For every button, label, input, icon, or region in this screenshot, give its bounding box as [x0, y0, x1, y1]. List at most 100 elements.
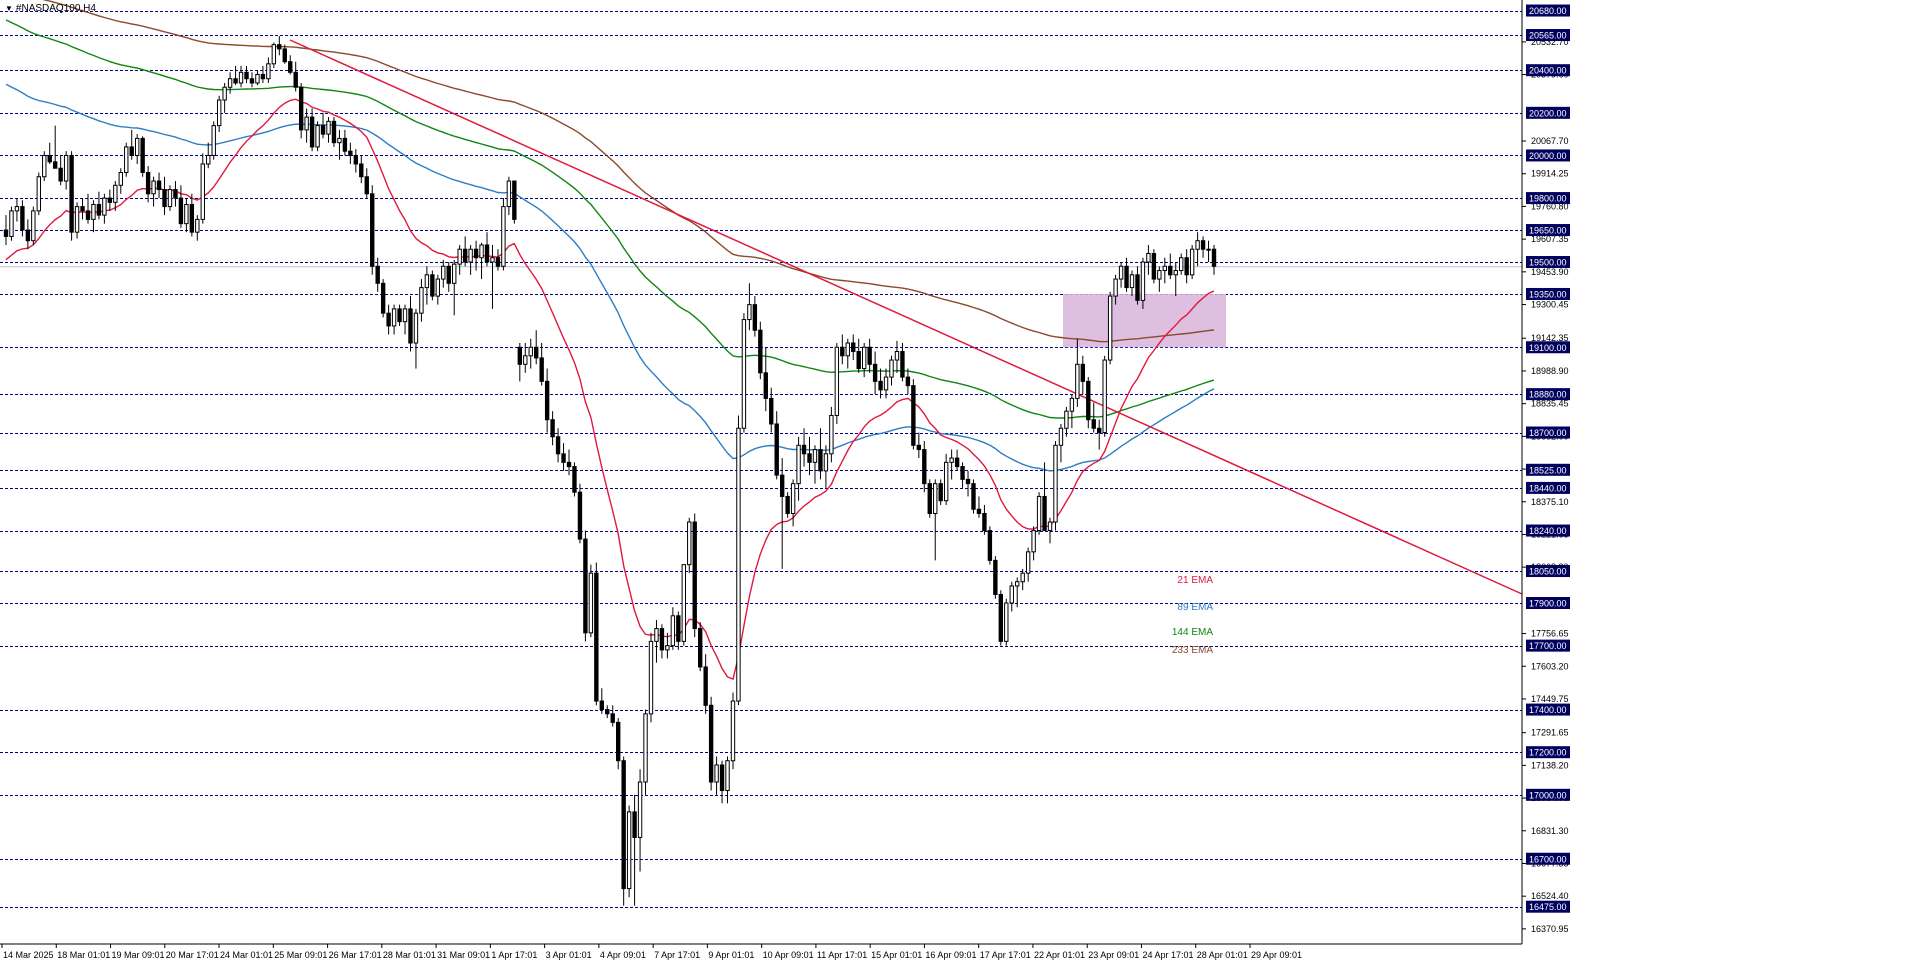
candle-body-bear	[703, 666, 708, 706]
candle-body-bear	[96, 203, 102, 216]
candle	[1206, 240, 1211, 263]
candle-body-bull	[1025, 551, 1031, 574]
candle-body-bull	[883, 376, 889, 391]
candle	[883, 368, 889, 399]
candle	[818, 428, 823, 480]
candle-body-bear	[320, 125, 326, 135]
candle	[801, 428, 807, 467]
x-tick-label: 25 Mar 09:01	[274, 950, 327, 960]
candle-body-bull	[479, 244, 484, 259]
candle	[555, 428, 561, 463]
candle-body-bear	[900, 351, 905, 378]
candle	[599, 688, 604, 714]
candle	[244, 65, 249, 83]
level-label-box	[1526, 341, 1570, 354]
candle-body-bear	[189, 203, 195, 233]
candle	[1173, 262, 1178, 297]
candle-body-bear	[572, 466, 577, 493]
candle-body-bull	[741, 319, 747, 429]
candle	[1031, 526, 1036, 561]
candle	[1200, 236, 1206, 258]
candle	[1189, 244, 1195, 280]
ema233-line	[42, 0, 1215, 343]
candle	[408, 296, 413, 352]
candle-body-bear	[544, 380, 550, 421]
candle-body-bear	[156, 180, 162, 191]
candle-body-bull	[736, 427, 741, 702]
candle-body-bear	[840, 346, 845, 357]
x-tick-label: 18 Mar 01:01	[57, 950, 110, 960]
candle	[216, 95, 222, 133]
candle	[1124, 257, 1129, 292]
candle-body-bear	[129, 146, 134, 156]
candle	[1009, 581, 1014, 612]
candle-body-bull	[1157, 270, 1162, 280]
candle-body-bear	[348, 150, 353, 156]
x-tick-label: 24 Mar 01:01	[220, 950, 273, 960]
candle-body-bear	[484, 244, 490, 263]
candle	[1091, 402, 1096, 433]
candle-body-bull	[413, 312, 419, 344]
level-label-box	[1526, 481, 1570, 494]
candle	[523, 342, 528, 373]
y-tick-label: 19914.25	[1531, 169, 1569, 179]
level-label-box	[1526, 64, 1570, 77]
candle-body-bull	[452, 263, 457, 284]
time-axis[interactable]: 14 Mar 2025 18 Mar 01:01 19 Mar 09:01 20 Ma…	[0, 943, 1522, 960]
candle	[512, 180, 517, 224]
x-tick-label: 14 Mar 2025	[3, 950, 54, 960]
candle-body-bear	[1091, 419, 1096, 429]
y-tick-label: 19453.90	[1531, 267, 1569, 277]
candle	[58, 155, 63, 186]
candle	[14, 198, 20, 222]
candle-body-bear	[758, 329, 763, 374]
candle	[577, 483, 583, 544]
candle-body-bear	[856, 351, 861, 370]
candle-body-bear	[938, 483, 943, 502]
candle-body-bear	[446, 265, 451, 284]
candle	[271, 42, 277, 69]
candle	[1025, 547, 1031, 582]
candle-body-bear	[3, 229, 9, 237]
candle-body-bear	[462, 248, 468, 263]
candle-body-bear	[539, 357, 544, 382]
candle	[976, 496, 982, 518]
candle	[320, 112, 326, 139]
x-tick-label: 9 Apr 01:01	[708, 950, 754, 960]
ema-label: 144 EMA	[1172, 627, 1213, 638]
candle-body-bull	[823, 453, 829, 472]
candle-body-bull	[211, 125, 216, 156]
candle	[1086, 377, 1091, 429]
candle-body-bull	[63, 154, 69, 182]
candle-body-bear	[752, 304, 758, 331]
candle-body-bear	[616, 721, 621, 762]
candle-body-bear	[282, 48, 287, 63]
candle	[200, 153, 205, 224]
candle	[468, 244, 473, 275]
candle	[610, 705, 615, 727]
candle-body-bull	[933, 483, 938, 514]
level-label-box	[1526, 597, 1570, 610]
ema-lines	[5, 0, 1215, 681]
candle-body-bear	[517, 346, 523, 365]
y-tick-label: 19142.35	[1531, 333, 1569, 343]
candle-body-bull	[845, 342, 850, 357]
candle	[370, 185, 375, 275]
ema-label: 233 EMA	[1172, 645, 1213, 656]
candle-body-bull	[1069, 397, 1075, 412]
candle	[659, 624, 665, 659]
candle	[654, 620, 659, 663]
candle	[1157, 266, 1162, 292]
price-axis[interactable]: 20532.7020379.6020067.7019914.2519760.80…	[1521, 0, 1570, 944]
candle-body-bull	[1009, 585, 1014, 604]
candle-body-bull	[670, 615, 676, 647]
candle	[184, 198, 189, 233]
candle	[790, 479, 796, 527]
candle	[1075, 338, 1080, 407]
level-label-text: 19500.00	[1529, 258, 1567, 268]
x-tick-label: 11 Apr 17:01	[817, 950, 867, 960]
candle-body-bull	[326, 120, 331, 135]
candle-body-bull	[1020, 572, 1025, 583]
